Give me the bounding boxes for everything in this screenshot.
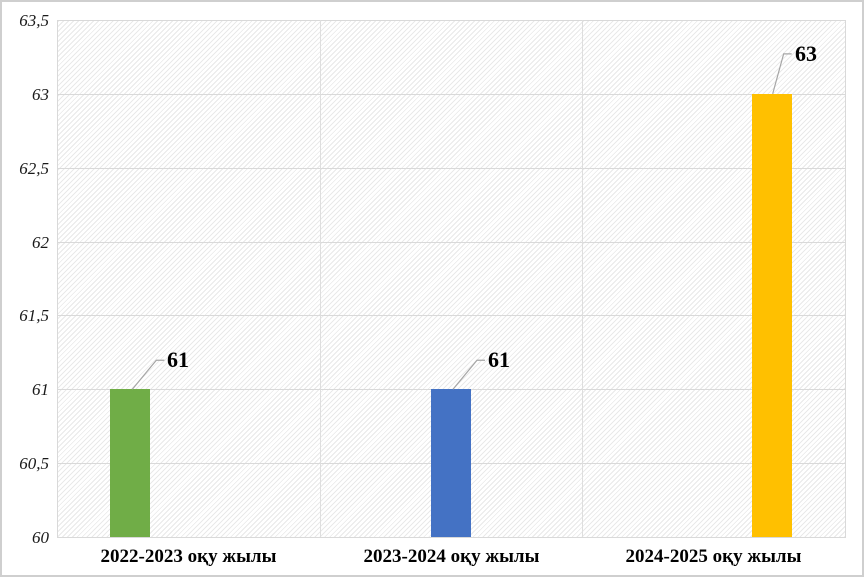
gridline-horizontal bbox=[57, 242, 845, 243]
x-category-label: 2023-2024 оқу жылы bbox=[363, 546, 540, 567]
bar-data-label: 61 bbox=[167, 347, 189, 372]
y-tick-label: 60 bbox=[32, 528, 49, 547]
y-tick-label: 61,5 bbox=[19, 306, 49, 325]
bar-data-label: 61 bbox=[488, 347, 510, 372]
y-tick-label: 62 bbox=[32, 233, 49, 252]
gridline-vertical bbox=[320, 20, 321, 537]
gridline-horizontal bbox=[57, 168, 845, 169]
y-tick-label: 60,5 bbox=[19, 454, 49, 473]
y-tick-label: 62,5 bbox=[19, 159, 49, 178]
x-category-label: 2024-2025 оқу жылы bbox=[625, 546, 802, 567]
gridline-horizontal bbox=[57, 94, 845, 95]
bar-2024-2025[interactable] bbox=[752, 94, 792, 537]
plot-area bbox=[57, 20, 846, 538]
y-tick-label: 61 bbox=[32, 380, 49, 399]
bar-data-label: 63 bbox=[795, 41, 817, 66]
y-tick-label: 63 bbox=[32, 85, 49, 104]
bar-2023-2024[interactable] bbox=[431, 389, 471, 537]
gridline-vertical bbox=[582, 20, 583, 537]
gridline-horizontal bbox=[57, 20, 845, 21]
y-tick-label: 63,5 bbox=[19, 11, 49, 30]
bar-2022-2023[interactable] bbox=[110, 389, 150, 537]
gridline-horizontal bbox=[57, 315, 845, 316]
x-category-label: 2022-2023 оқу жылы bbox=[100, 546, 277, 567]
